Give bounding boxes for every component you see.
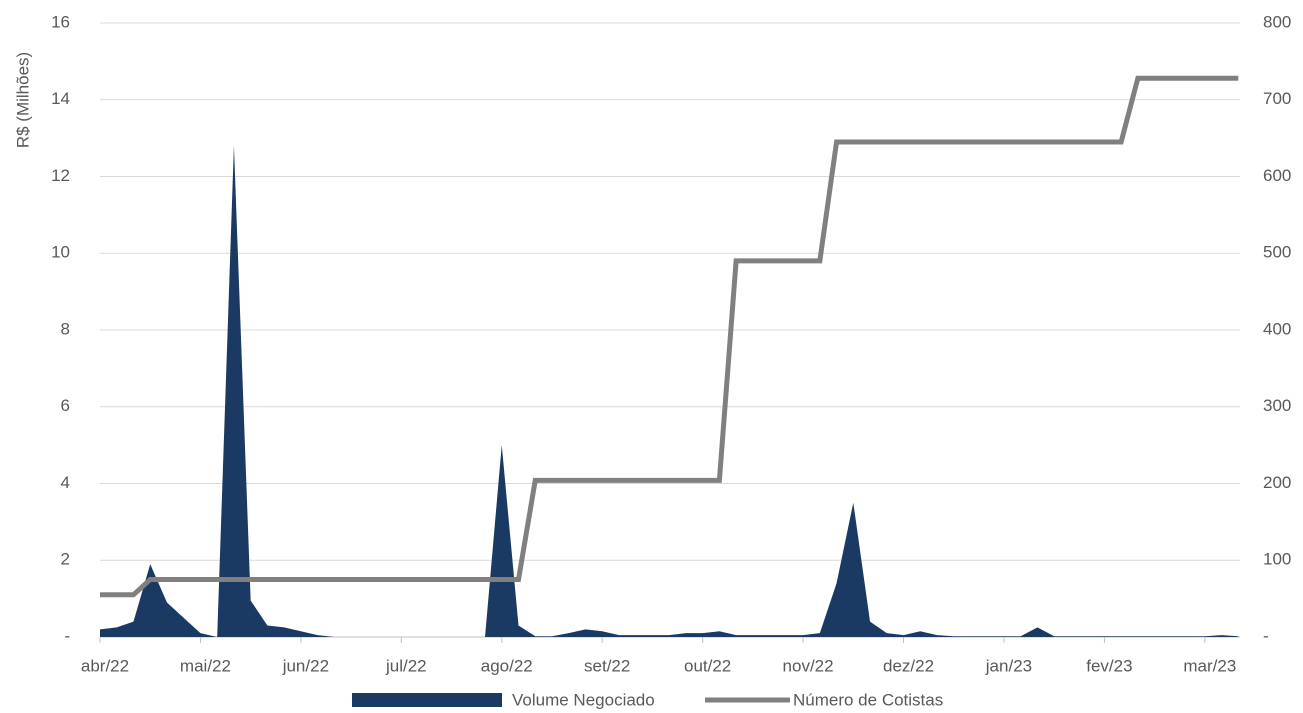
y-tick-label: 6	[61, 396, 70, 415]
y2-tick-label: 100	[1263, 550, 1291, 569]
y-tick-label: 4	[61, 473, 70, 492]
legend-label: Número de Cotistas	[793, 690, 943, 709]
legend-swatch	[352, 693, 502, 707]
x-tick-label: jun/22	[282, 656, 329, 675]
x-tick-label: jul/22	[385, 656, 427, 675]
y-tick-label: -	[64, 626, 70, 645]
y2-tick-label: 200	[1263, 473, 1291, 492]
x-tick-label: jan/23	[985, 656, 1032, 675]
x-tick-label: nov/22	[783, 656, 834, 675]
x-tick-label: ago/22	[481, 656, 533, 675]
x-tick-label: set/22	[584, 656, 630, 675]
y-tick-label: 12	[51, 166, 70, 185]
legend-label: Volume Negociado	[512, 690, 655, 709]
area	[100, 145, 1239, 638]
y-tick-label: 2	[61, 550, 70, 569]
x-tick-label: mar/23	[1183, 656, 1236, 675]
y-axis-label: R$ (Milhões)	[13, 52, 32, 148]
x-tick-label: out/22	[684, 656, 731, 675]
x-tick-label: abr/22	[81, 656, 129, 675]
line	[100, 75, 1239, 598]
x-tick-label: dez/22	[883, 656, 934, 675]
y-tick-label: 10	[51, 243, 70, 262]
y-tick-label: 16	[51, 12, 70, 31]
y2-tick-label: 400	[1263, 319, 1291, 338]
y2-tick-label: 300	[1263, 396, 1291, 415]
x-tick-label: mai/22	[180, 656, 231, 675]
y2-tick-label: -	[1263, 626, 1269, 645]
y2-tick-label: 800	[1263, 12, 1291, 31]
y-tick-label: 14	[51, 89, 70, 108]
y2-tick-label: 500	[1263, 243, 1291, 262]
y2-tick-label: 600	[1263, 166, 1291, 185]
y-tick-label: 8	[61, 319, 70, 338]
x-tick-label: fev/23	[1086, 656, 1132, 675]
y2-tick-label: 700	[1263, 89, 1291, 108]
